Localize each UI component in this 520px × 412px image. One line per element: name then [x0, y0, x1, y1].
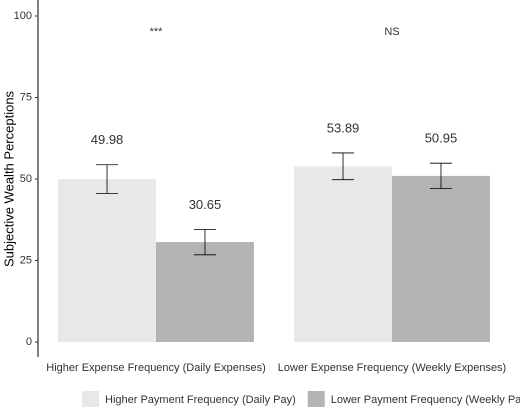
bar [156, 242, 254, 342]
y-tick-label: 0 [26, 336, 32, 348]
data-label: 30.65 [189, 197, 222, 212]
bar [392, 175, 490, 342]
y-tick-label: 25 [20, 254, 32, 266]
y-axis-title: Subjective Wealth Perceptions [1, 90, 16, 267]
annotation: NS [384, 26, 399, 38]
data-label: 50.95 [425, 131, 458, 146]
annotation: *** [150, 26, 164, 38]
legend-label: Lower Payment Frequency (Weekly Pay) [331, 394, 520, 406]
data-label: 53.89 [327, 120, 360, 135]
y-tick-label: 50 [20, 173, 32, 185]
bar [58, 179, 157, 342]
y-tick-label: 100 [14, 10, 32, 22]
error-bar [332, 152, 355, 181]
error-bar [193, 228, 216, 256]
error-bar [429, 162, 452, 190]
bar [294, 166, 392, 342]
error-bar [96, 164, 119, 194]
legend-swatch [82, 391, 99, 408]
x-tick-label: Higher Expense Frequency (Daily Expenses… [46, 362, 266, 374]
data-label: 49.98 [91, 132, 124, 147]
legend-swatch [307, 391, 325, 408]
y-tick-label: 75 [20, 91, 32, 103]
x-tick-label: Lower Expense Frequency (Weekly Expenses… [278, 362, 506, 374]
legend-label: Higher Payment Frequency (Daily Pay) [105, 394, 296, 406]
